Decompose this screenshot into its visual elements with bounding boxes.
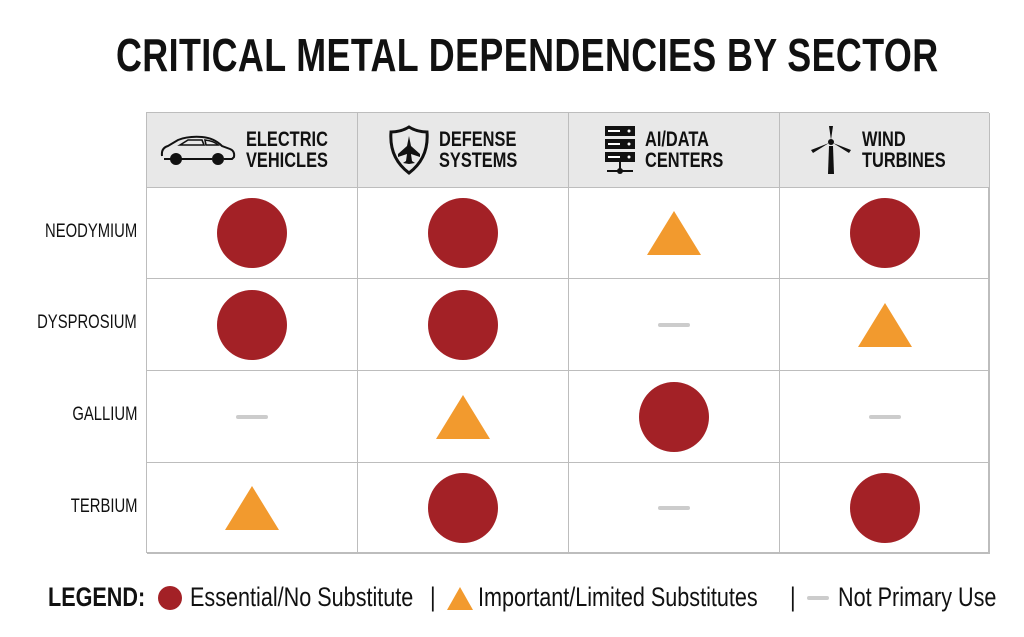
marker-important <box>646 209 702 257</box>
legend-separator: | <box>789 582 796 612</box>
chart-title: CRITICAL METAL DEPENDENCIES BY SECTOR <box>115 29 939 81</box>
column-header-line: CENTERS <box>645 149 724 172</box>
matrix-cell <box>569 279 780 371</box>
marker-essential <box>849 197 921 269</box>
marker-essential <box>216 197 288 269</box>
matrix-cell <box>358 279 569 371</box>
legend: LEGEND: Essential/No Substitute | Import… <box>48 582 1024 613</box>
matrix-cell <box>569 188 780 279</box>
marker-important <box>435 393 491 441</box>
column-header-line: SYSTEMS <box>439 149 518 172</box>
matrix-cell <box>569 463 780 554</box>
marker-important <box>224 484 280 532</box>
marker-none <box>235 414 269 420</box>
column-header-line: TURBINES <box>861 149 946 172</box>
legend-separator: | <box>429 582 436 612</box>
legend-important: Important/Limited Substitutes <box>477 582 758 612</box>
column-header-label: WIND TURBINES <box>862 129 962 171</box>
marker-important <box>857 301 913 349</box>
matrix-cell <box>780 463 990 554</box>
column-header-3: WIND TURBINES <box>780 113 990 188</box>
dependency-matrix: ELECTRIC VEHICLES DEFENSE SYSTEMS AI/DATA CEN… <box>146 112 990 554</box>
server-icon <box>603 124 637 176</box>
column-header-1: DEFENSE SYSTEMS <box>358 113 569 188</box>
wind-turbine-icon <box>808 124 854 176</box>
marker-none <box>868 414 902 420</box>
marker-essential <box>427 197 499 269</box>
matrix-cell <box>147 371 358 463</box>
marker-essential <box>638 381 710 453</box>
legend-dash-icon <box>806 595 829 600</box>
column-header-label: AI/DATA CENTERS <box>645 129 745 171</box>
matrix-cell <box>147 279 358 371</box>
column-header-line: WIND <box>861 128 906 151</box>
matrix-cell <box>358 463 569 554</box>
legend-none: Not Primary Use <box>837 582 996 612</box>
matrix-cell <box>358 371 569 463</box>
matrix-cell <box>780 279 990 371</box>
row-label: GALLIUM <box>71 404 137 425</box>
marker-none <box>657 322 691 328</box>
car-icon <box>158 132 238 168</box>
matrix-cell <box>780 371 990 463</box>
legend-essential: Essential/No Substitute <box>189 582 413 612</box>
row-label: DYSPROSIUM <box>37 312 137 333</box>
marker-none <box>657 505 691 511</box>
row-label: NEODYMIUM <box>44 220 137 242</box>
column-header-0: ELECTRIC VEHICLES <box>147 113 358 188</box>
row-label: TERBIUM <box>70 495 137 517</box>
matrix-cell <box>780 188 990 279</box>
column-header-line: VEHICLES <box>246 149 328 172</box>
legend-label: LEGEND: <box>48 582 146 612</box>
matrix-cell <box>147 463 358 554</box>
matrix-cell <box>569 371 780 463</box>
column-header-line: AI/DATA <box>645 128 709 151</box>
column-header-2: AI/DATA CENTERS <box>569 113 780 188</box>
column-header-line: DEFENSE <box>439 128 517 151</box>
matrix-cell <box>147 188 358 279</box>
column-header-label: ELECTRIC VEHICLES <box>246 129 346 171</box>
marker-essential <box>849 472 921 544</box>
legend-circle-icon <box>157 585 182 610</box>
marker-essential <box>216 289 288 361</box>
marker-essential <box>427 472 499 544</box>
column-header-line: ELECTRIC <box>246 128 328 151</box>
legend-triangle-icon <box>446 586 473 610</box>
shield-jet-icon <box>387 124 431 176</box>
marker-essential <box>427 289 499 361</box>
matrix-cell <box>358 188 569 279</box>
column-header-label: DEFENSE SYSTEMS <box>439 129 539 171</box>
